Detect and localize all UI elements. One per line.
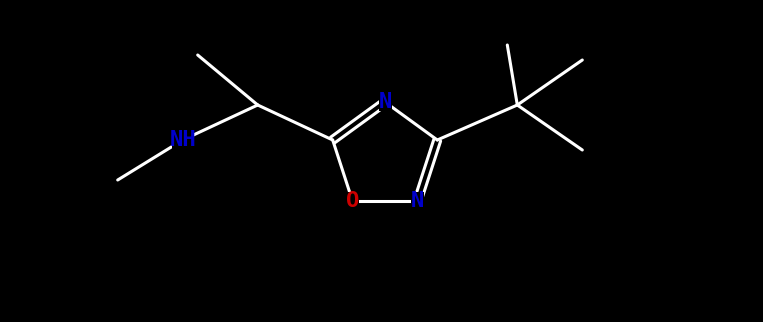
Text: O: O: [346, 192, 359, 212]
FancyBboxPatch shape: [346, 193, 359, 211]
FancyBboxPatch shape: [378, 93, 391, 111]
Text: N: N: [378, 92, 391, 112]
FancyBboxPatch shape: [410, 193, 423, 211]
FancyBboxPatch shape: [172, 131, 194, 149]
Text: N: N: [410, 192, 424, 212]
Text: NH: NH: [169, 130, 196, 150]
